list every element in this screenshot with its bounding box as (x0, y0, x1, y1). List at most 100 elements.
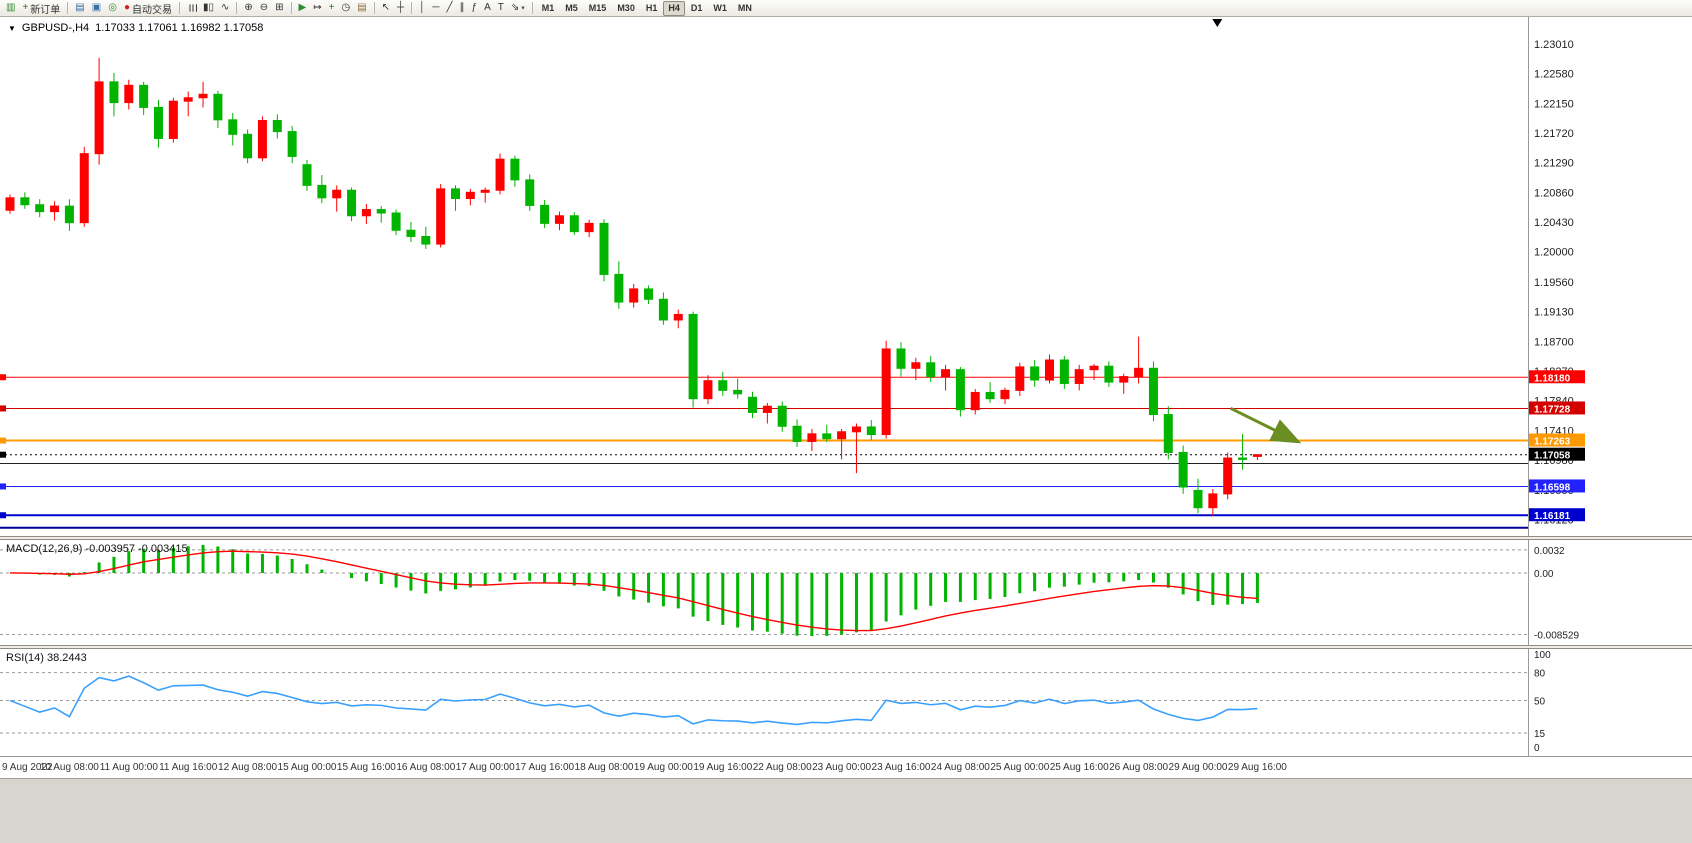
crosshair-icon-glyph: ┼ (397, 2, 405, 13)
chart-title-bar: ▼ GBPUSD-,H4 1.17033 1.17061 1.16982 1.1… (8, 22, 263, 34)
toolbar-separator (67, 2, 69, 14)
text-label-icon[interactable]: T (495, 1, 507, 16)
timeframe-m5-button[interactable]: M5 (560, 1, 583, 16)
text-icon-glyph: A (484, 2, 491, 13)
navigator-icon-glyph: ◎ (108, 2, 117, 13)
toolbar-separator (178, 2, 180, 14)
time-axis-label: 15 Aug 16:00 (336, 762, 396, 773)
svg-text:1.17058: 1.17058 (1534, 451, 1571, 462)
chart-window-icon-glyph: ▥ (6, 2, 16, 13)
autotrading-glyph: ● (123, 2, 130, 13)
time-axis-label: 29 Aug 16:00 (1227, 762, 1287, 773)
line-chart-icon[interactable]: ∿ (218, 1, 232, 16)
time-axis-label: 11 Aug 16:00 (159, 762, 218, 773)
zoom-out-icon[interactable]: ⊖ (257, 1, 271, 16)
svg-text:1.20430: 1.20430 (1534, 217, 1574, 229)
data-window-icon[interactable]: ▣ (89, 1, 104, 16)
equidistant-channel-icon[interactable]: ∥ (457, 1, 468, 16)
market-watch-icon[interactable]: ▤ (72, 1, 87, 16)
timeframe-h4-button[interactable]: H4 (663, 0, 685, 16)
svg-text:1.21290: 1.21290 (1534, 158, 1574, 170)
tile-windows-icon[interactable]: ⊞ (272, 1, 286, 16)
chart-window-icon[interactable]: ▥ (3, 1, 18, 16)
time-marker-icon (1212, 19, 1223, 27)
main-chart-canvas[interactable]: 1.23010 1.22580 1.22150 1.21720 1.21290 1.208… (0, 17, 1692, 536)
candlestick-chart-icon[interactable]: ▮▯ (200, 1, 217, 16)
candlestick-chart-icon-glyph: ▮▯ (202, 2, 214, 13)
zoom-out-icon-glyph: ⊖ (259, 2, 269, 13)
auto-scroll-icon[interactable]: ▶ (296, 1, 310, 16)
arrows-icon[interactable]: ⇘ ▾ (508, 1, 528, 16)
fibonacci-icon[interactable]: ƒ (469, 1, 481, 16)
time-axis-label: 16 Aug 08:00 (396, 762, 456, 773)
drawn-arrow-annotation[interactable] (1230, 406, 1302, 444)
vertical-line-icon[interactable]: │ (416, 1, 428, 16)
time-axis-label: 29 Aug 00:00 (1168, 762, 1228, 773)
time-axis-label: 23 Aug 16:00 (871, 762, 931, 773)
time-axis-label: 11 Aug 00:00 (99, 762, 158, 773)
vertical-line-icon-glyph: │ (419, 2, 426, 13)
svg-text:1.19560: 1.19560 (1534, 277, 1574, 289)
navigator-icon[interactable]: ◎ (105, 1, 120, 16)
new-order-button-label: 新订单 (30, 4, 61, 16)
time-axis-label: 25 Aug 16:00 (1049, 762, 1109, 773)
new-order-button[interactable]: + 新订单 (19, 1, 63, 16)
time-axis-label: 25 Aug 00:00 (990, 762, 1050, 773)
svg-text:0.00: 0.00 (1534, 569, 1554, 580)
price-badges: 1.18180 1.17728 1.17263 1.17058 1.16598 1.161… (1529, 370, 1585, 522)
autotrading-button[interactable]: ● 自动交易 (121, 1, 175, 16)
periods-icon-glyph: ◷ (341, 2, 351, 13)
indicators-icon[interactable]: + (326, 1, 338, 16)
templates-icon[interactable]: ▤ (354, 1, 369, 16)
toolbar-separator (411, 2, 413, 14)
trendline-icon-glyph: ╱ (446, 2, 453, 13)
cursor-icon[interactable]: ↖ (379, 1, 393, 16)
rsi-panel: 100 80 50 15 0 (0, 649, 1692, 756)
chevron-down-icon: ▾ (521, 5, 525, 12)
timeframe-mn-button[interactable]: MN (733, 1, 757, 16)
time-axis-label: 26 Aug 08:00 (1109, 762, 1169, 773)
window-footer (0, 778, 1692, 843)
data-window-icon-glyph: ▣ (91, 2, 102, 13)
auto-scroll-icon-glyph: ▶ (298, 2, 307, 13)
timeframe-h1-button[interactable]: H1 (641, 1, 663, 16)
chart-shift-icon-glyph: ↦ (313, 2, 322, 13)
collapse-triangle-icon[interactable]: ▼ (8, 23, 16, 33)
main-chart-panel[interactable]: 1.23010 1.22580 1.22150 1.21720 1.21290 1.208… (0, 17, 1692, 536)
bar-chart-icon[interactable]: ☰ (184, 1, 199, 16)
timeframe-m30-button[interactable]: M30 (612, 1, 640, 16)
timeframe-m15-button[interactable]: M15 (584, 1, 612, 16)
fibonacci-icon-glyph: ƒ (471, 2, 478, 13)
timeframe-d1-button[interactable]: D1 (686, 1, 708, 16)
equidistant-channel-icon-glyph: ∥ (459, 2, 465, 13)
time-axis-label: 18 Aug 08:00 (574, 762, 634, 773)
time-axis-label: 19 Aug 00:00 (633, 762, 693, 773)
line-chart-icon-glyph: ∿ (220, 2, 230, 13)
time-axis-label: 19 Aug 16:00 (693, 762, 753, 773)
crosshair-icon[interactable]: ┼ (394, 1, 407, 16)
svg-text:100: 100 (1534, 650, 1551, 661)
svg-text:1.22580: 1.22580 (1534, 69, 1574, 81)
periods-icon[interactable]: ◷ (338, 1, 353, 16)
timeframe-w1-button[interactable]: W1 (708, 1, 732, 16)
trendline-icon[interactable]: ╱ (443, 1, 455, 16)
autotrading-button-label: 自动交易 (131, 4, 172, 16)
indicators-icon-glyph: + (328, 2, 335, 13)
horizontal-line-icon[interactable]: ─ (429, 1, 442, 16)
rsi-canvas[interactable]: 100 80 50 15 0 (0, 649, 1692, 756)
panel-splitter[interactable] (0, 536, 1692, 540)
svg-text:80: 80 (1534, 669, 1546, 680)
time-axis[interactable]: 9 Aug 2022 10 Aug 08:00 11 Aug 00:00 11 Aug… (0, 756, 1692, 779)
macd-canvas[interactable]: 0.0032 0.00 -0.008529 (0, 540, 1692, 645)
zoom-in-icon[interactable]: ⊕ (241, 1, 255, 16)
rsi-line (9, 675, 1258, 726)
text-icon[interactable]: A (481, 1, 494, 16)
svg-text:1.18180: 1.18180 (1534, 373, 1571, 384)
chart-shift-icon[interactable]: ↦ (310, 1, 324, 16)
time-axis-label: 22 Aug 08:00 (752, 762, 812, 773)
svg-text:1.16598: 1.16598 (1534, 482, 1571, 493)
panel-splitter[interactable] (0, 645, 1692, 649)
timeframe-m1-button[interactable]: M1 (537, 1, 560, 16)
arrows-icon-glyph: ⇘ (510, 2, 520, 13)
svg-text:1.22150: 1.22150 (1534, 98, 1574, 110)
